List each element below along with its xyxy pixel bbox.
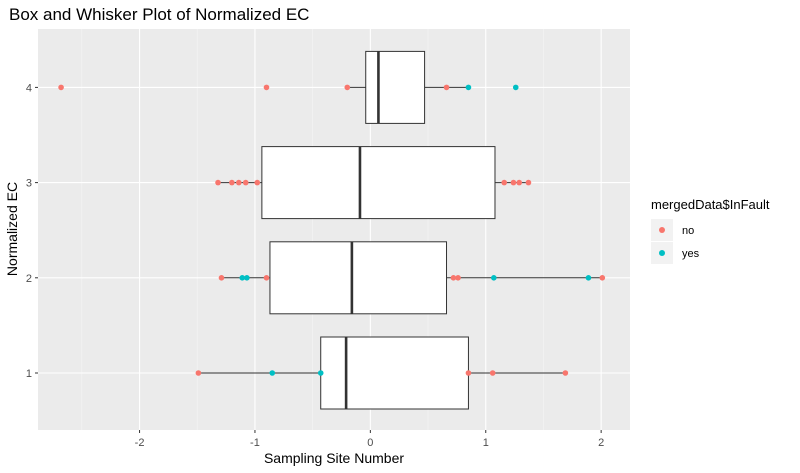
legend-items: no yes — [651, 219, 700, 264]
data-point — [465, 84, 472, 91]
data-point — [218, 275, 225, 281]
x-axis-title: Sampling Site Number — [264, 450, 404, 466]
box-iqr — [320, 336, 469, 410]
data-point — [455, 275, 461, 281]
box-iqr — [261, 146, 496, 220]
y-tick-label: 3 — [26, 178, 32, 190]
y-tick-label: 4 — [26, 82, 32, 94]
legend: mergedData$InFault no yes — [651, 197, 770, 264]
data-point — [235, 179, 242, 186]
data-point — [510, 179, 517, 186]
data-point — [465, 370, 472, 376]
data-point — [516, 179, 523, 186]
y-axis-title: Normalized EC — [4, 182, 20, 276]
data-point — [229, 179, 235, 186]
data-point — [195, 370, 202, 376]
data-point — [263, 84, 270, 91]
data-point — [443, 84, 450, 91]
x-tick-label: -2 — [135, 437, 145, 449]
legend-label: no — [682, 225, 694, 237]
points-layer — [58, 84, 606, 376]
y-axis-ticks: 1 2 3 4 — [26, 82, 38, 380]
legend-marker — [659, 250, 665, 256]
data-point — [58, 84, 64, 91]
data-point — [244, 275, 250, 281]
data-point — [242, 179, 249, 186]
data-point — [317, 370, 324, 376]
data-point — [512, 84, 519, 91]
data-point — [263, 275, 270, 281]
legend-title: mergedData$InFault — [651, 197, 770, 212]
x-tick-label: 1 — [483, 437, 489, 449]
data-point — [269, 370, 276, 376]
data-point — [525, 179, 532, 186]
data-point — [489, 370, 496, 376]
x-tick-label: 0 — [367, 437, 373, 449]
data-point — [585, 275, 592, 281]
x-axis-ticks: -2 -1 0 1 2 — [135, 430, 604, 449]
box-iqr — [365, 50, 426, 124]
x-tick-label: -1 — [250, 437, 260, 449]
data-point — [344, 84, 351, 91]
data-point — [215, 179, 221, 186]
chart-title: Box and Whisker Plot of Normalized EC — [9, 5, 309, 24]
boxes-layer — [198, 50, 603, 410]
data-point — [501, 179, 508, 186]
data-point — [450, 275, 457, 281]
data-point — [491, 275, 497, 281]
y-tick-label: 1 — [26, 368, 32, 380]
box-iqr — [269, 241, 448, 315]
x-tick-label: 2 — [598, 437, 604, 449]
data-point — [239, 275, 246, 281]
data-point — [562, 370, 569, 376]
data-point — [599, 275, 606, 281]
y-tick-label: 2 — [26, 273, 32, 285]
data-point — [254, 179, 261, 186]
legend-label: yes — [682, 248, 700, 260]
legend-marker — [659, 227, 665, 233]
